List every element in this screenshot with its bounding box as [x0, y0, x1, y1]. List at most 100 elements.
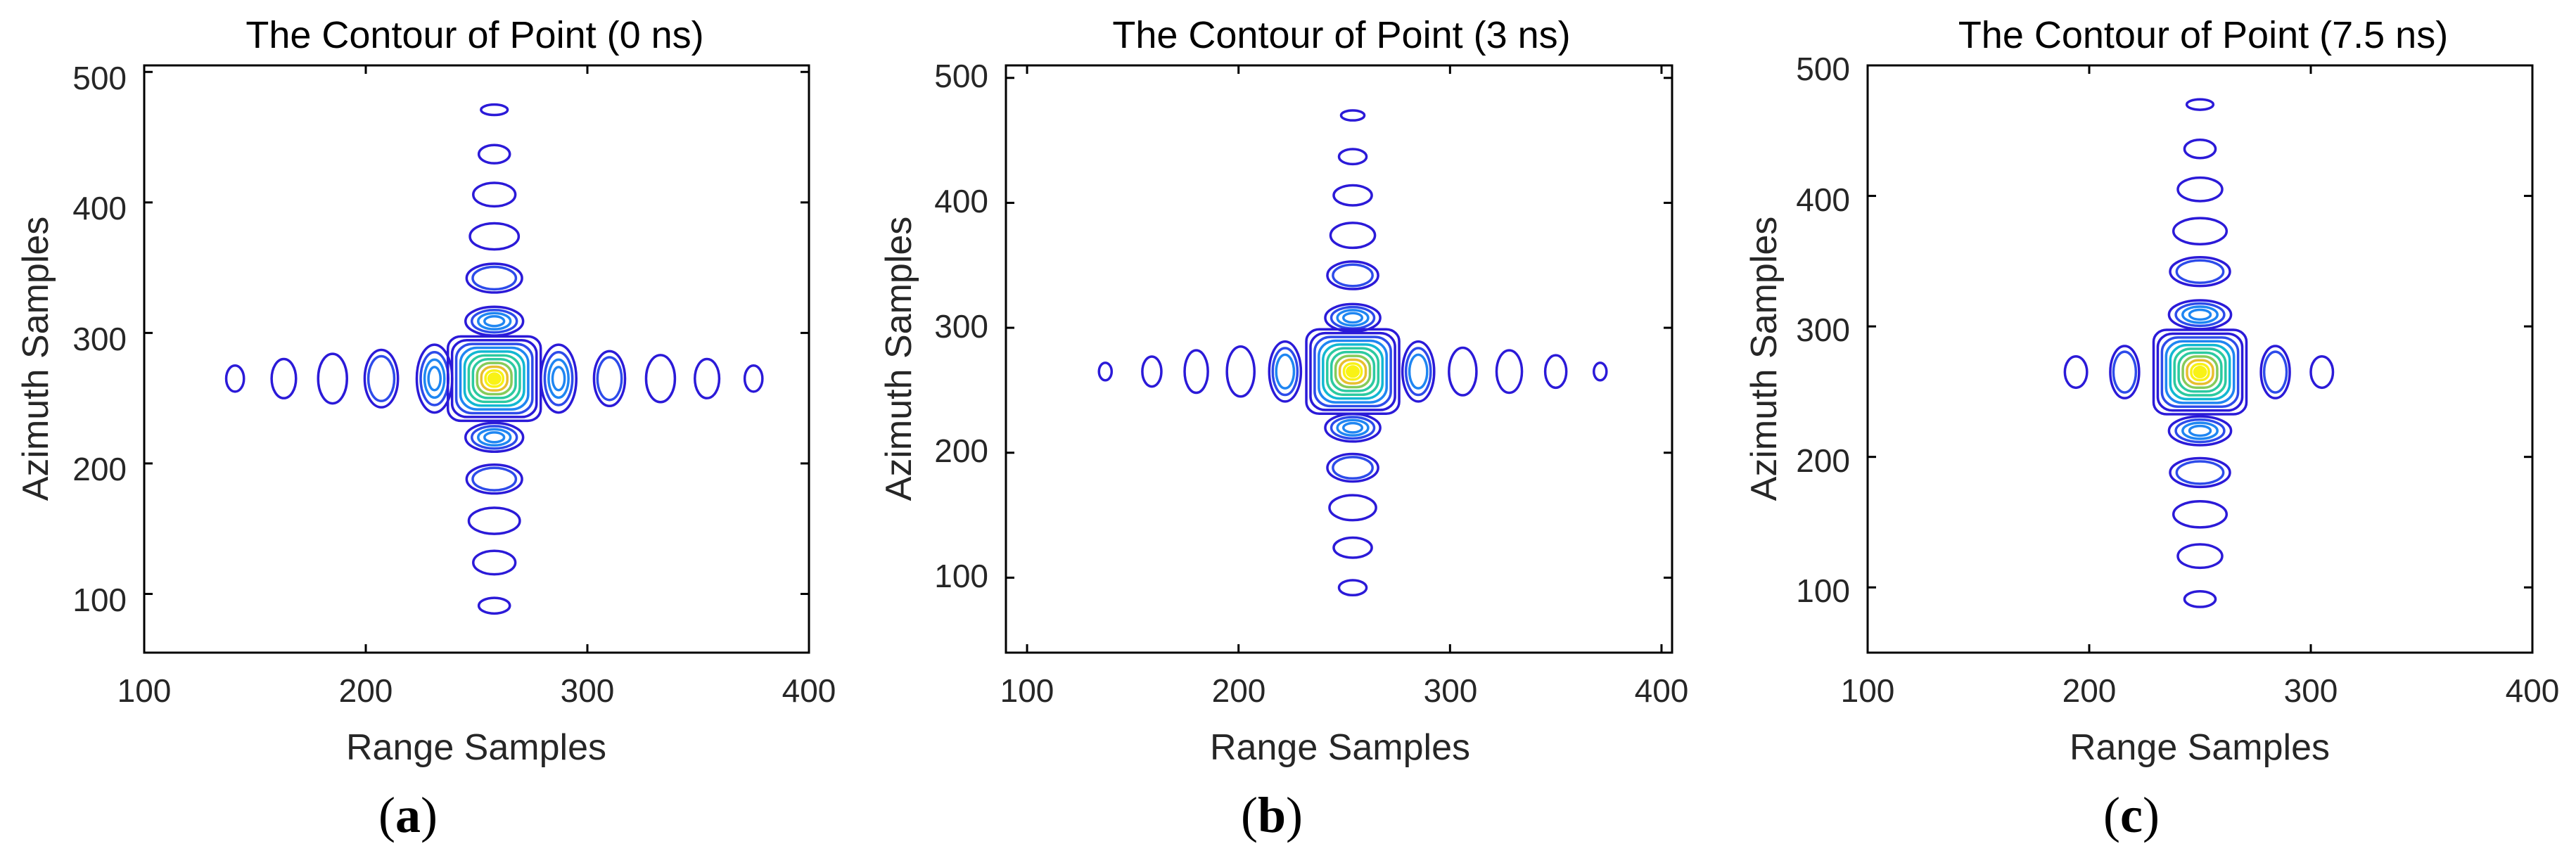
mainlobe-contour	[471, 357, 517, 399]
range-sidelobe-contour	[2262, 350, 2288, 394]
panel-b: The Contour of Point (3 ns) 100 200 300 …	[879, 14, 1688, 843]
y-tick-label: 400	[934, 183, 988, 219]
azimuth-sidelobe-contour	[1326, 452, 1379, 483]
y-tick-label: 100	[934, 558, 988, 594]
azimuth-sidelobe-contour	[2167, 415, 2233, 447]
y-axis-label: Azimuth Samples	[15, 217, 56, 501]
chart-title: The Contour of Point (3 ns)	[1112, 14, 1570, 56]
range-sidelobe-contour	[694, 357, 721, 399]
mainlobe-contour	[1313, 335, 1392, 408]
y-tick-label: 200	[72, 451, 127, 487]
azimuth-sidelobe-contour	[1332, 536, 1373, 559]
mainlobe-contour	[2181, 355, 2219, 390]
azimuth-sidelobe-contour	[2169, 456, 2231, 489]
mainlobe-contour	[1338, 358, 1367, 385]
range-sidelobe-contour	[366, 354, 396, 402]
peak-marker	[2193, 366, 2207, 379]
range-sidelobe-contour	[270, 357, 298, 399]
azimuth-sidelobe-contour	[2183, 139, 2217, 160]
azimuth-sidelobe-contour	[471, 265, 518, 291]
mainlobe-contour	[1334, 354, 1372, 389]
azimuth-sidelobe-contour	[2176, 543, 2224, 570]
azimuth-sidelobe-contour	[477, 596, 511, 615]
mainlobe-contour	[1325, 347, 1380, 397]
x-tick-label: 200	[1212, 672, 1266, 709]
range-sidelobe-contour	[224, 364, 246, 393]
azimuth-sidelobe-contour	[477, 143, 511, 165]
mainlobe-contour	[2173, 347, 2227, 397]
x-tick-label: 400	[1635, 672, 1689, 709]
mainlobe-contour	[476, 361, 513, 396]
azimuth-sidelobe-contour	[2188, 424, 2212, 437]
azimuth-sidelobe-contour	[2175, 460, 2225, 485]
y-tick-label: 500	[72, 60, 127, 96]
range-sidelobe-contour	[596, 356, 623, 402]
panel-caption: (a)	[378, 787, 438, 843]
azimuth-sidelobe-contour	[465, 262, 523, 294]
azimuth-sidelobe-contour	[472, 549, 517, 576]
mainlobe-contour	[2156, 332, 2244, 412]
mainlobe-contour	[2152, 328, 2248, 416]
range-sidelobe-contour	[2112, 350, 2138, 394]
mainlobe-contour	[1322, 343, 1384, 400]
range-sidelobe-contour	[2259, 345, 2291, 399]
azimuth-sidelobe-contour	[2181, 305, 2219, 324]
azimuth-sidelobe-contour	[2185, 98, 2215, 111]
chart-title: The Contour of Point (0 ns)	[246, 14, 703, 56]
y-tick-label: 100	[1796, 572, 1850, 609]
azimuth-sidelobe-contour	[477, 312, 512, 331]
tick-marks	[1866, 64, 2534, 653]
range-sidelobe-contour	[1448, 346, 1478, 397]
tick-marks	[1006, 65, 1672, 653]
panel-c: The Contour of Point (7.5 ns) 100 200 30…	[1744, 14, 2559, 843]
range-sidelobe-contour	[551, 366, 566, 392]
range-sidelobe-contour	[1268, 340, 1303, 403]
azimuth-sidelobe-contour	[1336, 418, 1370, 437]
mainlobe-contour	[450, 338, 538, 418]
azimuth-sidelobe-contour	[483, 314, 506, 328]
azimuth-sidelobe-contour	[1324, 302, 1382, 333]
range-sidelobe-contour	[2063, 355, 2089, 390]
y-tick-labels: 100 200 300 400 500	[1796, 51, 1850, 609]
azimuth-sidelobe-contour	[1330, 416, 1376, 440]
range-sidelobe-contour	[1141, 355, 1163, 388]
mainlobe-contour	[1318, 339, 1388, 404]
azimuth-sidelobe-contour	[1332, 263, 1374, 288]
x-tick-label: 100	[117, 672, 172, 709]
mainlobe-contour	[484, 369, 504, 388]
mainlobe-contour	[1330, 350, 1376, 392]
contour-plot	[224, 103, 764, 615]
y-tick-label: 300	[1796, 312, 1850, 348]
mainlobe-contour	[446, 335, 542, 423]
azimuth-sidelobe-contour	[1332, 456, 1374, 480]
range-sidelobe-contour	[1271, 347, 1299, 397]
x-tick-label: 400	[782, 672, 836, 709]
azimuth-sidelobe-contour	[2172, 217, 2229, 245]
azimuth-sidelobe-contour	[471, 425, 518, 450]
azimuth-sidelobe-contour	[1329, 222, 1377, 250]
contour-plot	[2063, 98, 2335, 608]
azimuth-sidelobe-contour	[1332, 184, 1373, 207]
azimuth-sidelobe-contour	[2172, 500, 2229, 529]
peak-marker	[1346, 365, 1360, 378]
y-tick-label: 300	[72, 321, 127, 357]
range-sidelobe-contour	[644, 354, 677, 404]
x-tick-label: 300	[1424, 672, 1478, 709]
range-sidelobe-contour	[743, 364, 764, 393]
y-tick-label: 500	[934, 58, 988, 94]
azimuth-sidelobe-contour	[465, 463, 523, 495]
mainlobe-contour	[1342, 362, 1363, 381]
range-sidelobe-contour	[1593, 361, 1608, 382]
mainlobe-contour	[2190, 362, 2210, 382]
azimuth-sidelobe-contour	[2188, 308, 2212, 321]
x-tick-labels: 100 200 300 400	[117, 672, 836, 709]
azimuth-sidelobe-contour	[1328, 494, 1377, 522]
range-sidelobe-contour	[1275, 353, 1296, 390]
mainlobe-contour	[1305, 328, 1401, 416]
y-tick-label: 300	[934, 308, 988, 345]
panel-a: The Contour of Point (0 ns) 100 200 300 …	[15, 14, 836, 843]
x-axis-label: Range Samples	[346, 727, 606, 768]
range-sidelobe-contour	[1408, 353, 1429, 390]
azimuth-sidelobe-contour	[467, 506, 521, 535]
